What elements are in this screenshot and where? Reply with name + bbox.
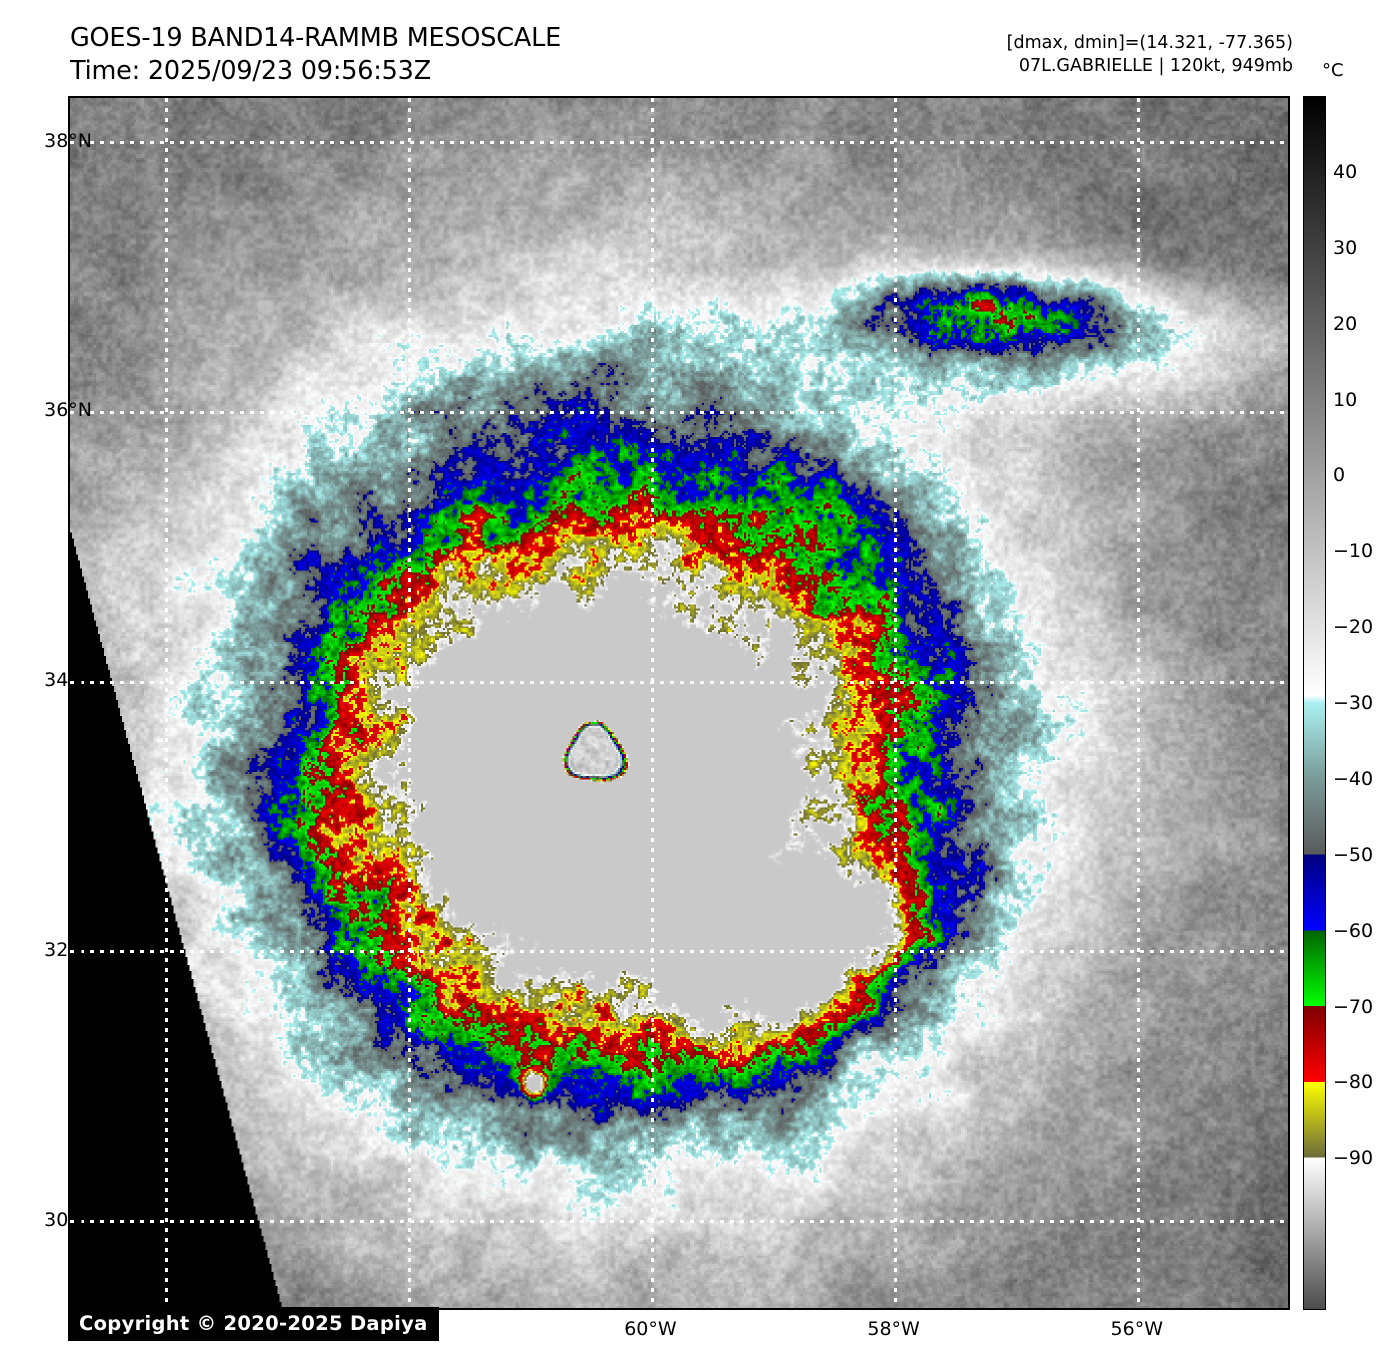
infrared-satellite-imagery: [70, 98, 1288, 1308]
metadata-block: [dmax, dmin]=(14.321, -77.365) 07L.GABRI…: [1007, 32, 1293, 78]
temperature-colorbar[interactable]: [1303, 96, 1326, 1310]
ytick-label: 32°N: [44, 938, 92, 961]
colorbar-tick: −60: [1333, 919, 1374, 942]
copyright-badge: Copyright © 2020-2025 Dapiya: [68, 1307, 439, 1341]
page-title: GOES-19 BAND14-RAMMB MESOSCALE: [70, 23, 562, 53]
ytick-label: 30°N: [44, 1208, 92, 1231]
ytick-label: 34°N: [44, 669, 92, 692]
ytick-label: 36°N: [44, 399, 92, 422]
xtick-label: 56°W: [1110, 1318, 1164, 1340]
colorbar-tick: −40: [1333, 767, 1374, 790]
colorbar-tick: 0: [1333, 464, 1346, 487]
colorbar-tick: −80: [1333, 1071, 1374, 1094]
xtick-label: 60°W: [624, 1318, 677, 1340]
xtick-label: 58°W: [867, 1318, 920, 1340]
satellite-image-plot[interactable]: [68, 96, 1290, 1310]
colorbar-tick: −30: [1333, 692, 1374, 714]
colorbar-tick: −10: [1333, 540, 1374, 563]
colorbar-tick: 10: [1333, 388, 1358, 411]
timestamp-label: Time: 2025/09/23 09:56:53Z: [70, 56, 431, 87]
colorbar-tick: 20: [1333, 312, 1358, 335]
colorbar-tick: 30: [1333, 236, 1358, 259]
colorbar-tick: −90: [1333, 1147, 1374, 1170]
colorbar-tick: 40: [1333, 160, 1358, 183]
colorbar-tick: −50: [1333, 843, 1374, 866]
colorbar-tick: −20: [1333, 616, 1374, 639]
colorbar-gradient: [1304, 97, 1325, 1309]
colorbar-tick: −70: [1333, 995, 1374, 1018]
colorbar-unit-label: °C: [1322, 60, 1344, 81]
ytick-label: 38°N: [44, 129, 92, 152]
storm-info-label: 07L.GABRIELLE | 120kt, 949mb: [1018, 56, 1293, 77]
title-block: GOES-19 BAND14-RAMMB MESOSCALE Time: 202…: [70, 22, 561, 88]
dmax-dmin-label: [dmax, dmin]=(14.321, -77.365): [1006, 33, 1293, 53]
